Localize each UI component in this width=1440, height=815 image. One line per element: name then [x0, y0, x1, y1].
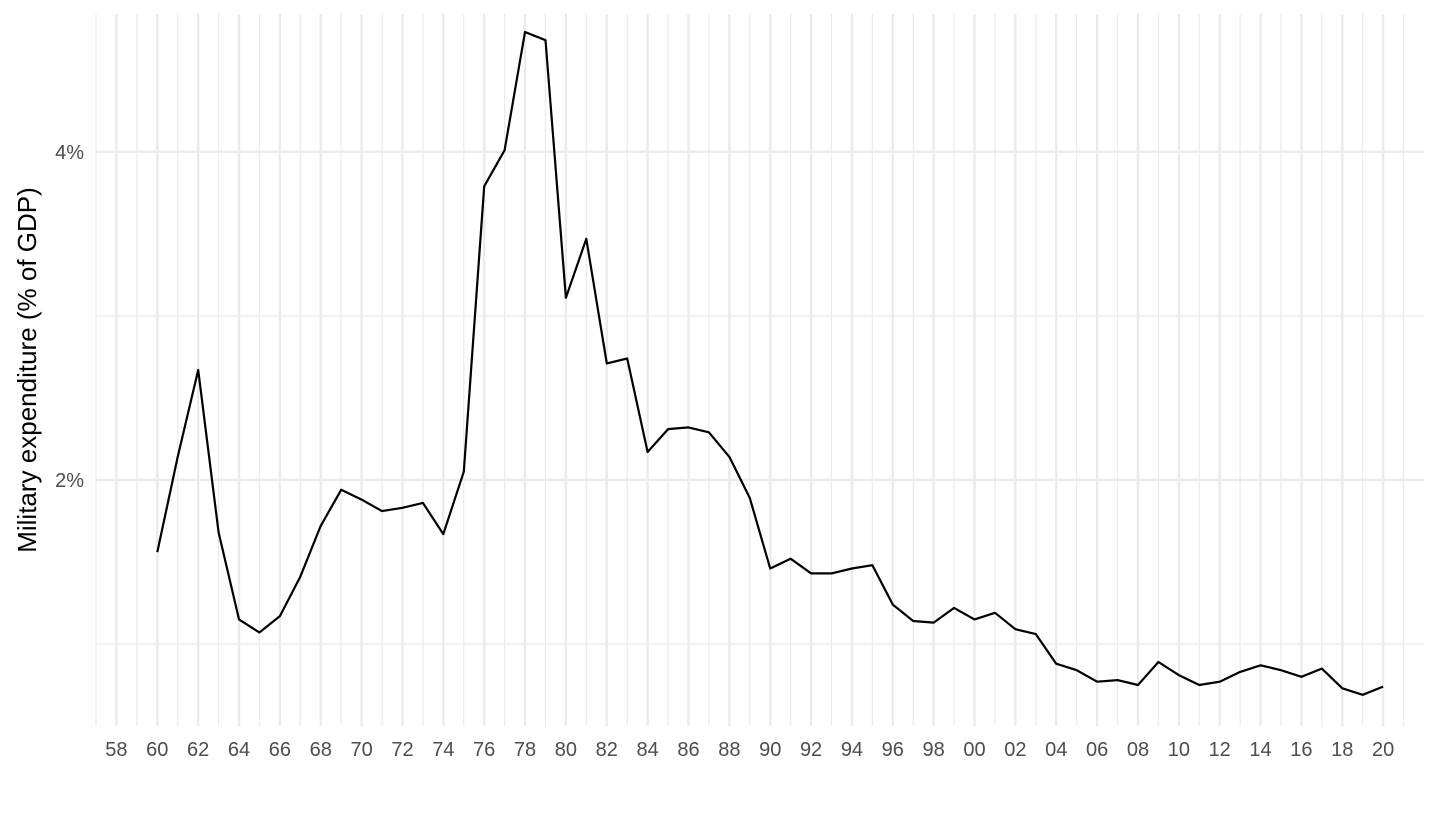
x-tick-label: 80: [555, 739, 577, 761]
y-axis-tick-labels: 2% 4%: [55, 142, 84, 492]
x-tick-label: 64: [228, 739, 250, 761]
x-tick-label: 98: [923, 739, 945, 761]
y-tick-label: 2%: [55, 470, 84, 492]
x-tick-label: 76: [473, 739, 495, 761]
x-tick-label: 66: [269, 739, 291, 761]
series-layer: [156, 30, 1384, 696]
x-tick-label: 06: [1086, 739, 1108, 761]
y-axis-title: Military expenditure (% of GDP): [12, 187, 42, 553]
x-tick-label: 94: [841, 739, 863, 761]
x-tick-label: 72: [391, 739, 413, 761]
x-tick-label: 16: [1290, 739, 1312, 761]
y-tick-label: 4%: [55, 142, 84, 164]
x-tick-label: 00: [963, 739, 985, 761]
series-line: [156, 30, 1384, 696]
x-tick-label: 04: [1045, 739, 1067, 761]
x-tick-label: 60: [146, 739, 168, 761]
x-tick-label: 74: [432, 739, 454, 761]
x-tick-label: 70: [350, 739, 372, 761]
x-tick-label: 10: [1168, 739, 1190, 761]
x-tick-label: 86: [677, 739, 699, 761]
major-gridlines: [96, 14, 1424, 726]
x-tick-label: 62: [187, 739, 209, 761]
x-tick-label: 68: [310, 739, 332, 761]
x-tick-label: 82: [596, 739, 618, 761]
x-tick-label: 14: [1249, 739, 1271, 761]
x-tick-label: 12: [1209, 739, 1231, 761]
x-tick-label: 78: [514, 739, 536, 761]
x-tick-label: 88: [718, 739, 740, 761]
minor-gridlines: [95, 14, 1424, 726]
x-tick-label: 20: [1372, 739, 1394, 761]
x-tick-label: 90: [759, 739, 781, 761]
x-axis-tick-labels: 58 60 62 64 66 68 70 72 74 76 78 80 82 84 86 88 90 92 94 96…: [105, 739, 1394, 761]
x-tick-label: 92: [800, 739, 822, 761]
x-tick-label: 02: [1004, 739, 1026, 761]
x-tick-label: 18: [1331, 739, 1353, 761]
x-tick-label: 96: [882, 739, 904, 761]
x-tick-label: 84: [637, 739, 659, 761]
x-tick-label: 08: [1127, 739, 1149, 761]
x-tick-label: 58: [105, 739, 127, 761]
